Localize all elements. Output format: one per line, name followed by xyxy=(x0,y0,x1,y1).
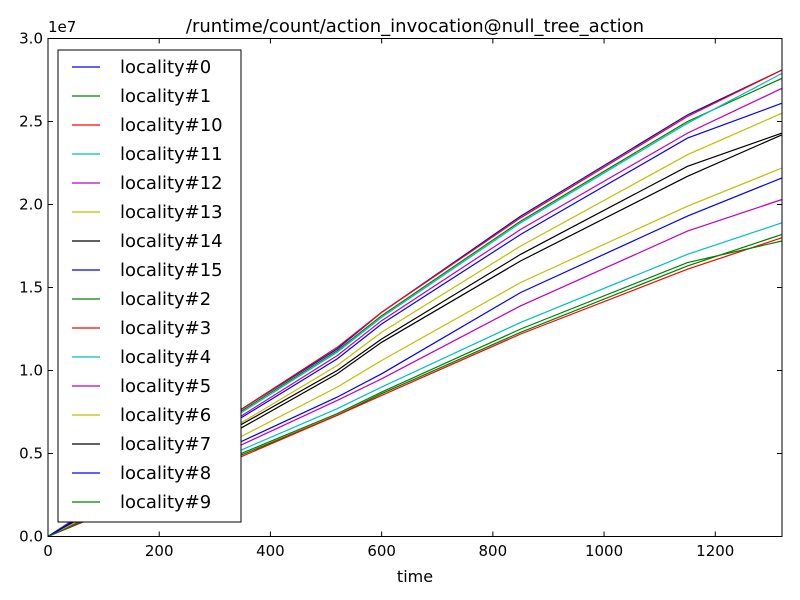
x-tick-label: 0 xyxy=(43,542,53,560)
x-tick-label: 600 xyxy=(367,542,396,560)
x-tick-label: 400 xyxy=(256,542,285,560)
x-tick-label: 800 xyxy=(479,542,508,560)
legend-label: locality#6 xyxy=(120,405,211,426)
legend: locality#0 locality#1 locality#10 locality#… xyxy=(57,49,242,523)
legend-label: locality#3 xyxy=(120,318,211,339)
legend-label: locality#8 xyxy=(120,463,211,484)
legend-label: locality#13 xyxy=(120,202,223,223)
legend-label: locality#4 xyxy=(120,347,211,368)
y-axis: 0.0 0.5 1.0 1.5 2.0 2.5 3.0 xyxy=(19,30,782,546)
legend-label: locality#5 xyxy=(120,376,211,397)
legend-label: locality#2 xyxy=(120,289,211,310)
legend-label: locality#9 xyxy=(120,492,211,513)
legend-label: locality#7 xyxy=(120,434,211,455)
y-tick-label: 3.0 xyxy=(19,30,43,48)
legend-label: locality#15 xyxy=(120,260,223,281)
legend-label: locality#14 xyxy=(120,231,223,252)
legend-label: locality#10 xyxy=(120,115,223,136)
y-tick-label: 0.5 xyxy=(19,445,43,463)
y-tick-label: 2.5 xyxy=(19,113,43,131)
x-tick-label: 1200 xyxy=(696,542,734,560)
legend-label: locality#1 xyxy=(120,86,211,107)
legend-box xyxy=(57,49,242,523)
y-tick-label: 1.0 xyxy=(19,362,43,380)
y-tick-label: 0.0 xyxy=(19,528,43,546)
chart-title: /runtime/count/action_invocation@null_tr… xyxy=(186,16,644,37)
x-axis: 0 200 400 600 800 1000 1200 xyxy=(43,38,734,560)
legend-label: locality#11 xyxy=(120,144,223,165)
legend-label: locality#0 xyxy=(120,57,211,78)
x-tick-label: 200 xyxy=(145,542,174,560)
y-tick-label: 1.5 xyxy=(19,279,43,297)
legend-label: locality#12 xyxy=(120,173,223,194)
x-axis-label: time xyxy=(397,567,433,586)
y-tick-label: 2.0 xyxy=(19,196,43,214)
x-tick-label: 1000 xyxy=(585,542,623,560)
y-offset-label: 1e7 xyxy=(48,18,76,36)
